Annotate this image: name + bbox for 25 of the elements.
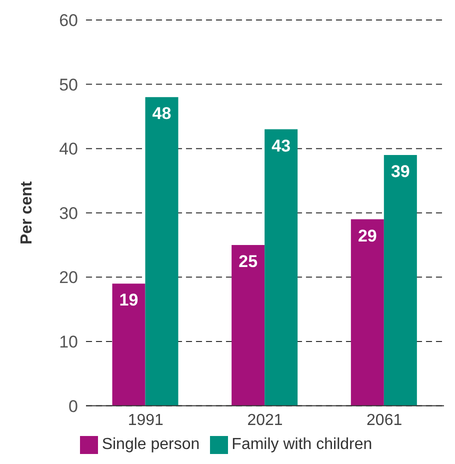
data-label: 43 bbox=[272, 136, 291, 156]
y-tick-label: 50 bbox=[59, 75, 78, 94]
data-label: 29 bbox=[358, 226, 377, 246]
data-label: 39 bbox=[390, 162, 410, 182]
x-tick-label: 2061 bbox=[366, 412, 402, 430]
bar bbox=[264, 129, 298, 406]
x-tick-label: 1991 bbox=[128, 412, 164, 430]
data-label: 48 bbox=[152, 104, 172, 124]
y-tick-label: 20 bbox=[59, 268, 78, 288]
legend-label: Family with children bbox=[232, 436, 372, 453]
bar bbox=[145, 97, 178, 406]
bar bbox=[112, 284, 146, 406]
bar bbox=[232, 245, 265, 406]
y-tick-label: 0 bbox=[68, 396, 78, 416]
y-tick-label: 40 bbox=[59, 140, 78, 159]
x-tick-label: 2021 bbox=[247, 412, 283, 430]
y-axis-title: Per cent bbox=[18, 180, 36, 244]
bar bbox=[384, 155, 417, 406]
bar bbox=[350, 219, 384, 406]
data-label: 19 bbox=[119, 290, 138, 310]
y-tick-label: 30 bbox=[59, 204, 78, 223]
legend-label: Single person bbox=[102, 436, 200, 453]
y-tick-label: 10 bbox=[59, 332, 78, 352]
data-label: 25 bbox=[238, 252, 258, 272]
y-tick-label: 60 bbox=[59, 11, 78, 30]
